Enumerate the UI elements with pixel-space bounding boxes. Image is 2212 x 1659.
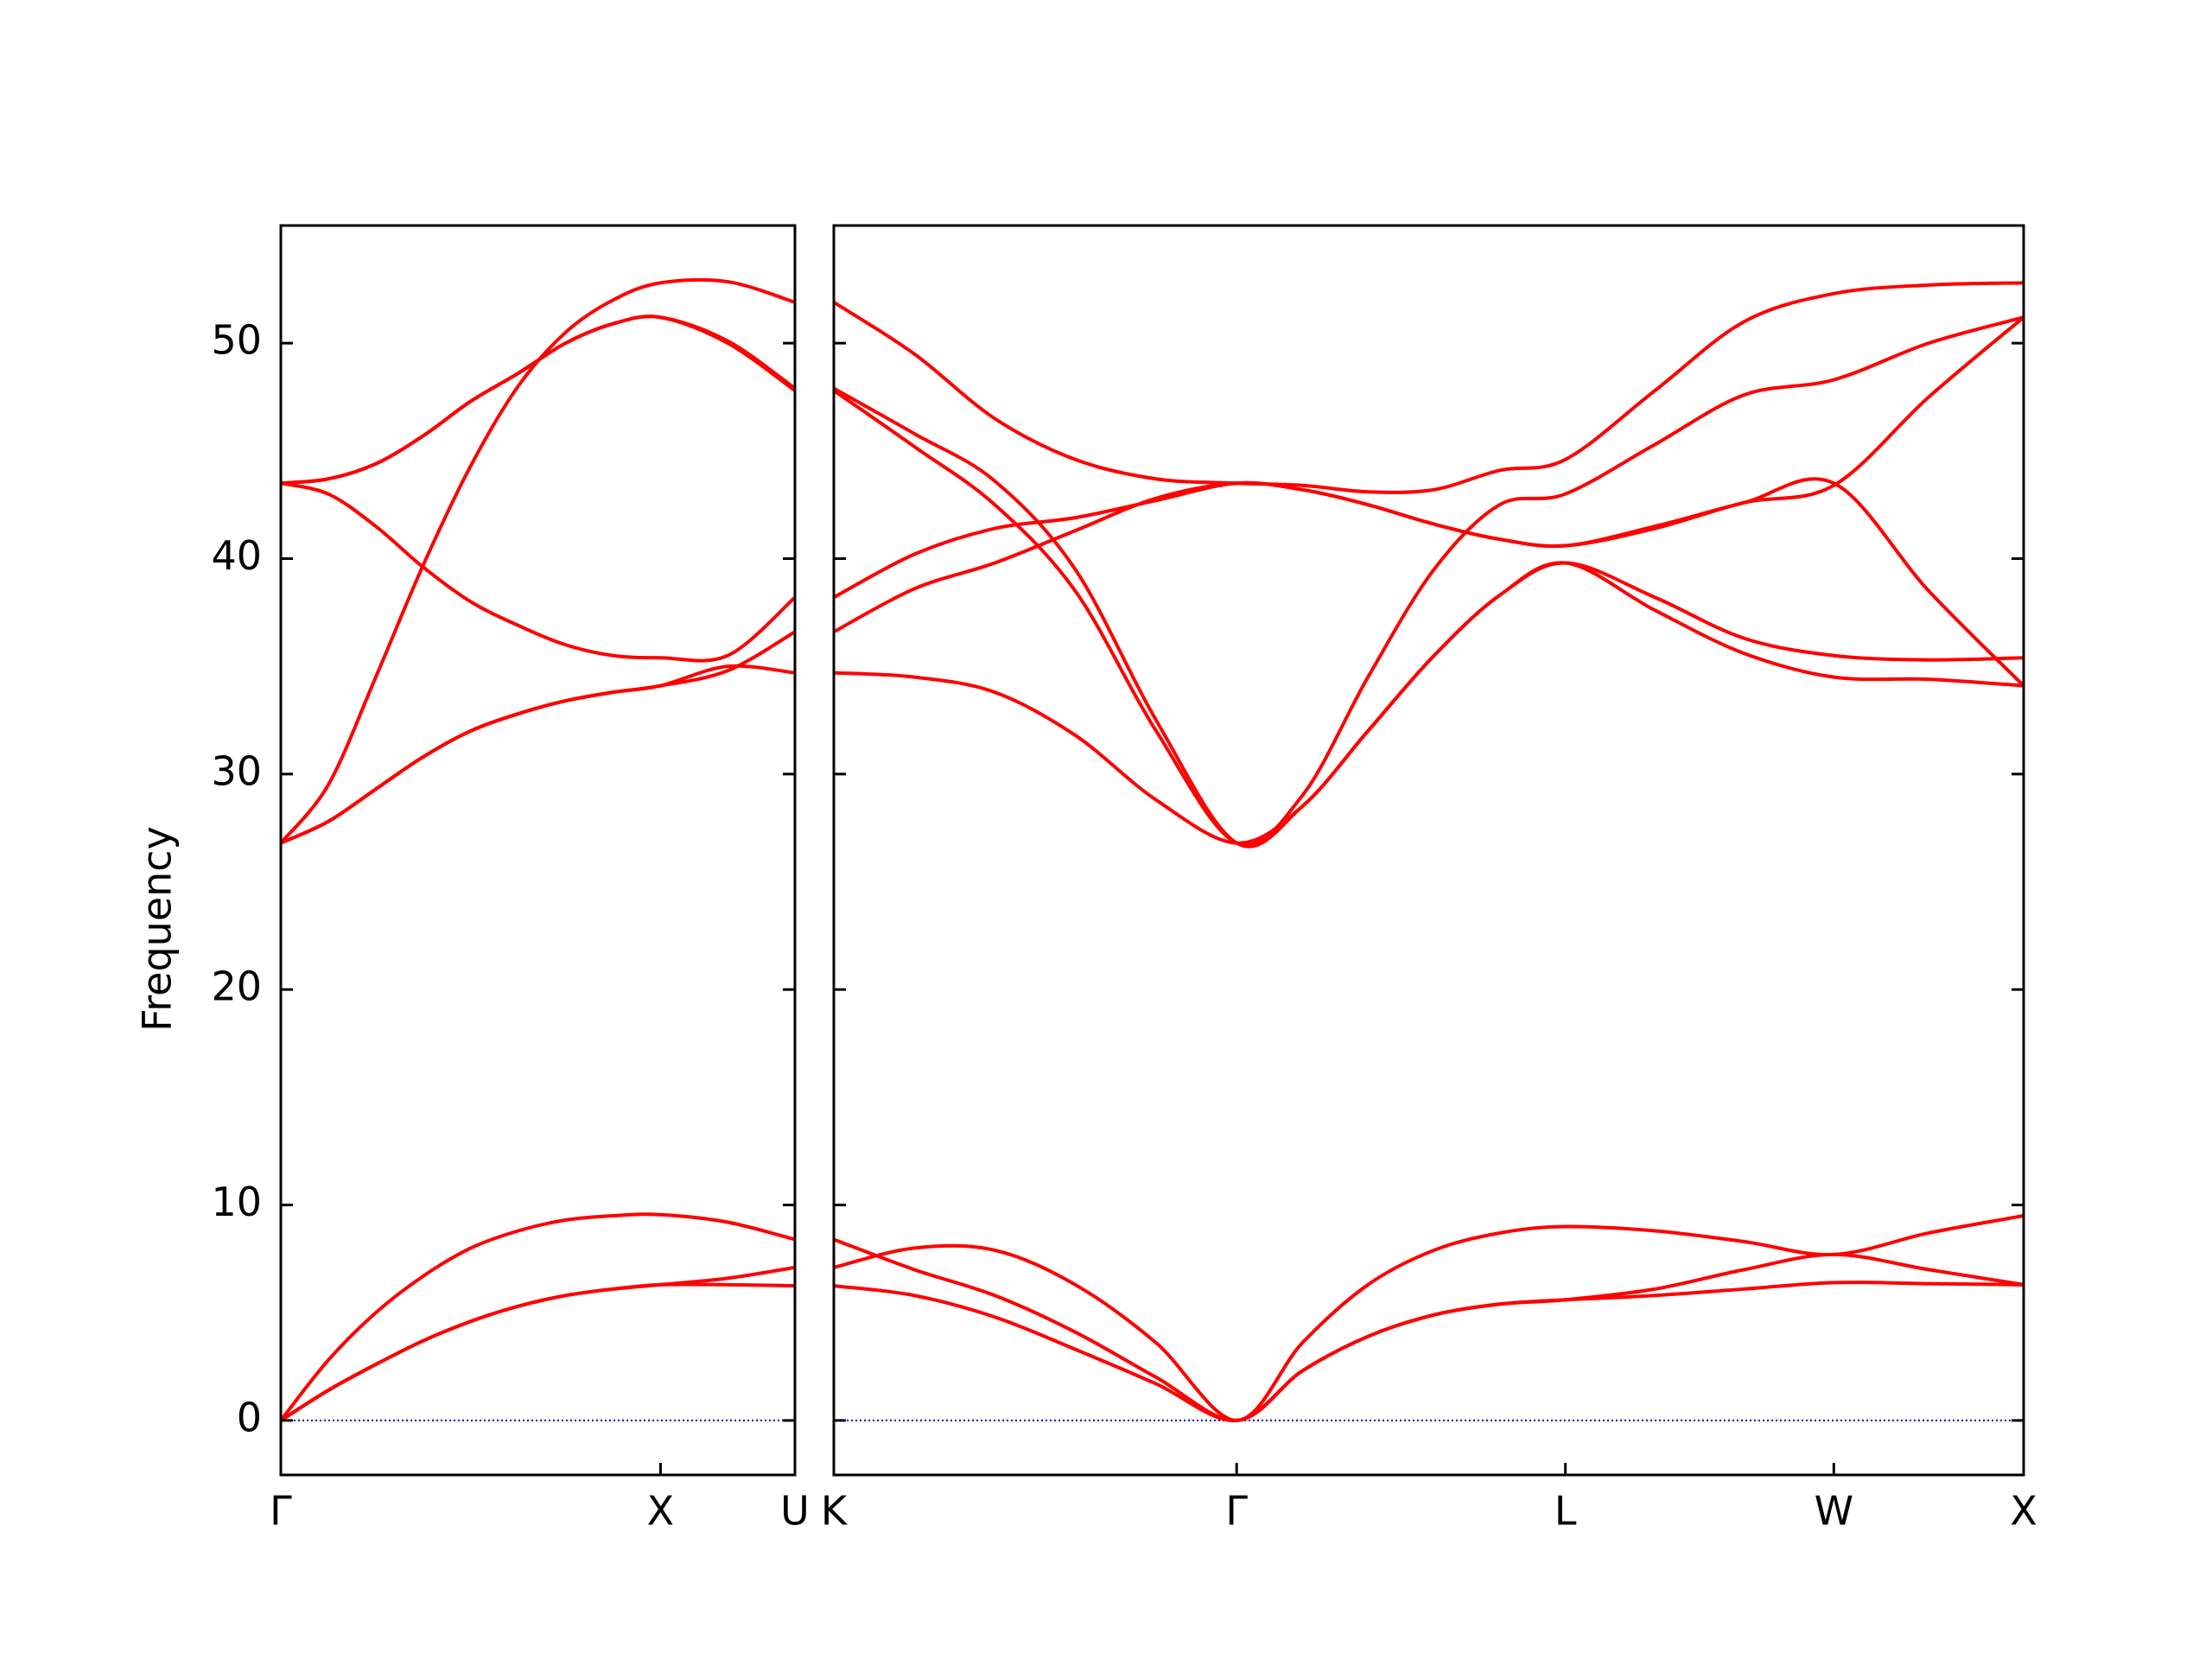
x-tick-label: Γ [270,1488,292,1535]
plot-frame [832,224,2025,1477]
band-line [834,386,2024,849]
band-line [281,1212,795,1422]
x-tick-label: Γ [1225,1488,1248,1535]
band-line [281,1282,795,1422]
band-line [281,277,795,844]
x-tick-label: U [780,1488,810,1535]
band-line [834,1237,2024,1422]
band-line [281,315,795,486]
x-tick-label: W [1815,1488,1853,1535]
y-tick-label: 20 [211,963,262,1010]
y-tick-label: 50 [211,317,262,364]
band-line [281,1265,795,1422]
band-line [834,561,2024,845]
band-line [281,315,795,486]
y-tick-label: 0 [237,1394,262,1440]
band-line [281,630,795,845]
band-line [834,1214,2024,1422]
band-line [281,481,795,663]
plot-frame [279,224,797,1477]
band-line [281,664,795,845]
y-axis-label: Frequency [134,826,181,1032]
y-tick-label: 30 [211,747,262,794]
band-line [834,315,2024,600]
x-tick-label: X [2010,1488,2037,1535]
band-line [834,281,2024,494]
band-line [834,315,2024,848]
x-tick-label: L [1554,1488,1577,1535]
band-line [834,477,2024,688]
x-tick-label: X [647,1488,675,1535]
y-tick-label: 10 [211,1179,262,1225]
x-tick-label: K [821,1488,849,1535]
y-tick-label: 40 [211,532,262,579]
